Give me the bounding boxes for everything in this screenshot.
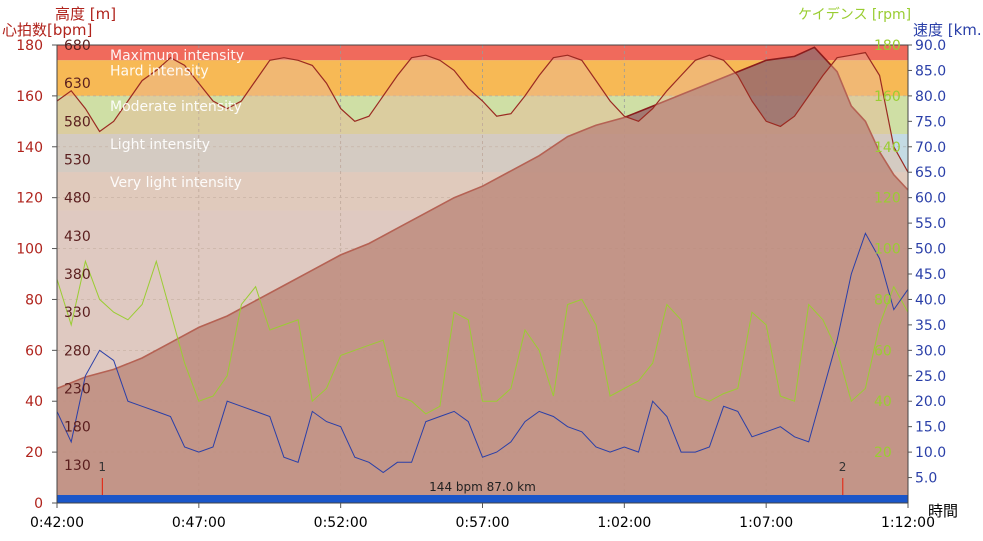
altitude-tick-label: 680 bbox=[64, 38, 91, 54]
altitude-tick-label: 380 bbox=[64, 267, 91, 283]
speed-tick-label: 50.0 bbox=[915, 242, 946, 258]
speed-tick-label: 20.0 bbox=[915, 394, 946, 410]
zone-label-4: Very light intensity bbox=[110, 175, 242, 191]
speed-tick-label: 60.0 bbox=[915, 191, 946, 207]
heart-rate-tick-label: 140 bbox=[16, 140, 43, 156]
time-tick-label: 0:52:00 bbox=[314, 515, 368, 531]
zone-label-1: Hard intensity bbox=[110, 63, 209, 79]
summary-bar bbox=[57, 495, 908, 503]
cadence-tick-label: 180 bbox=[874, 38, 901, 54]
lap-label-2: 2 bbox=[839, 460, 847, 474]
speed-tick-label: 45.0 bbox=[915, 267, 946, 283]
heart-rate-tick-label: 180 bbox=[16, 38, 43, 54]
heart-rate-tick-label: 60 bbox=[25, 343, 43, 359]
speed-tick-label: 40.0 bbox=[915, 292, 946, 308]
heart-rate-tick-label: 0 bbox=[34, 496, 43, 512]
heart-rate-axis-title: 心拍数[bpm] bbox=[2, 21, 92, 39]
heart-rate-tick-label: 40 bbox=[25, 394, 43, 410]
cadence-tick-label: 160 bbox=[874, 89, 901, 105]
altitude-area bbox=[57, 47, 908, 504]
speed-tick-label: 65.0 bbox=[915, 165, 946, 181]
speed-tick-label: 90.0 bbox=[915, 38, 946, 54]
zone-label-2: Moderate intensity bbox=[110, 99, 242, 115]
zone-label-0: Maximum intensity bbox=[110, 48, 244, 64]
altitude-tick-label: 530 bbox=[64, 153, 91, 169]
time-tick-label: 0:57:00 bbox=[456, 515, 510, 531]
cadence-tick-label: 100 bbox=[874, 242, 901, 258]
cadence-tick-label: 80 bbox=[874, 292, 892, 308]
time-axis-title: 時間 bbox=[928, 502, 958, 520]
speed-tick-label: 25.0 bbox=[915, 369, 946, 385]
speed-tick-label: 30.0 bbox=[915, 343, 946, 359]
heart-rate-tick-label: 160 bbox=[16, 89, 43, 105]
cadence-tick-label: 140 bbox=[874, 140, 901, 156]
altitude-tick-label: 230 bbox=[64, 382, 91, 398]
heart-rate-tick-label: 20 bbox=[25, 445, 43, 461]
time-tick-label: 0:42:00 bbox=[30, 515, 84, 531]
speed-line bbox=[56, 232, 909, 474]
heart-rate-area bbox=[57, 52, 908, 503]
speed-tick-label: 55.0 bbox=[915, 216, 946, 232]
altitude-tick-label: 430 bbox=[64, 229, 91, 245]
time-tick-label: 1:07:00 bbox=[739, 515, 793, 531]
speed-tick-label: 70.0 bbox=[915, 140, 946, 156]
heart-rate-line bbox=[56, 51, 909, 173]
altitude-tick-label: 330 bbox=[64, 305, 91, 321]
altitude-tick-label: 580 bbox=[64, 114, 91, 130]
lap-label-1: 1 bbox=[98, 460, 106, 474]
time-tick-label: 1:12:00 bbox=[881, 515, 935, 531]
altitude-tick-label: 630 bbox=[64, 76, 91, 92]
altitude-tick-label: 280 bbox=[64, 343, 91, 359]
cadence-tick-label: 120 bbox=[874, 191, 901, 207]
speed-tick-label: 35.0 bbox=[915, 318, 946, 334]
heart-rate-tick-label: 100 bbox=[16, 242, 43, 258]
speed-tick-label: 85.0 bbox=[915, 63, 946, 79]
cadence-tick-label: 20 bbox=[874, 445, 892, 461]
speed-tick-label: 80.0 bbox=[915, 89, 946, 105]
cadence-tick-label: 60 bbox=[874, 343, 892, 359]
zone-label-3: Light intensity bbox=[110, 137, 210, 153]
summary-text: 144 bpm 87.0 km bbox=[429, 480, 536, 494]
cadence-axis-title: ケイデンス [rpm] bbox=[798, 6, 911, 23]
time-tick-label: 1:02:00 bbox=[597, 515, 651, 531]
time-tick-label: 0:47:00 bbox=[172, 515, 226, 531]
altitude-axis-title: 高度 [m] bbox=[55, 5, 116, 23]
heart-rate-tick-label: 120 bbox=[16, 191, 43, 207]
speed-axis-title: 速度 [km. bbox=[913, 21, 982, 39]
cadence-tick-label: 40 bbox=[874, 394, 892, 410]
cadence-line bbox=[56, 259, 909, 415]
speed-tick-label: 15.0 bbox=[915, 420, 946, 436]
altitude-tick-label: 480 bbox=[64, 191, 91, 207]
heart-rate-tick-label: 80 bbox=[25, 292, 43, 308]
altitude-line bbox=[56, 46, 909, 390]
altitude-tick-label: 130 bbox=[64, 458, 91, 474]
altitude-tick-label: 180 bbox=[64, 420, 91, 436]
speed-tick-label: 75.0 bbox=[915, 114, 946, 130]
speed-tick-label: 10.0 bbox=[915, 445, 946, 461]
speed-tick-label: 5.0 bbox=[915, 471, 937, 487]
